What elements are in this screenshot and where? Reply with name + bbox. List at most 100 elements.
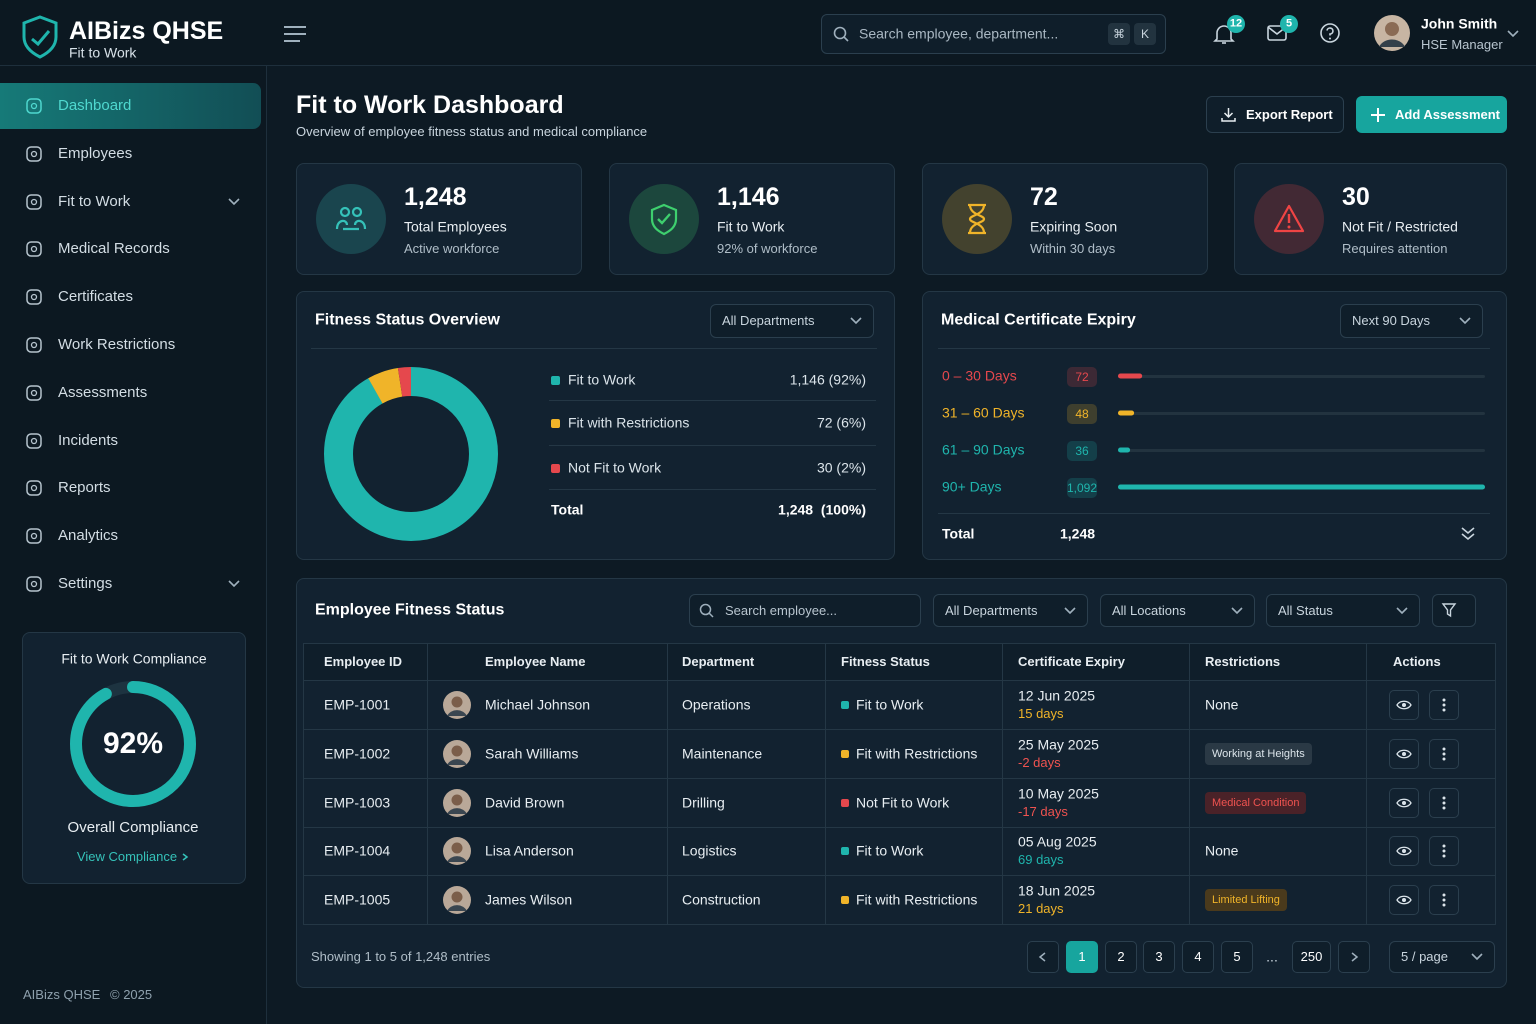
- view-icon-part: [1402, 800, 1406, 805]
- expiry-badge: [1067, 404, 1097, 424]
- nav-expand: [228, 580, 240, 588]
- expiry-title: Medical Certificate Expiry: [941, 311, 1136, 329]
- page-number: 5: [1233, 949, 1241, 965]
- divider: [549, 445, 876, 446]
- page-button[interactable]: [1143, 941, 1175, 973]
- stat-value: 72: [1030, 183, 1058, 211]
- nav-item[interactable]: [8, 516, 258, 556]
- nav-label: Reports: [58, 479, 111, 497]
- cell-expiry: 10 May 2025: [1018, 785, 1099, 802]
- table-filter[interactable]: [1100, 594, 1255, 627]
- nav-item[interactable]: [8, 182, 258, 222]
- table-row: [303, 681, 1496, 730]
- cell-days: -2 days: [1018, 755, 1061, 770]
- nav-item[interactable]: [8, 564, 258, 604]
- more-button[interactable]: [1429, 885, 1459, 916]
- kbd: [1108, 23, 1130, 45]
- nav-item[interactable]: [8, 421, 258, 461]
- view-icon-part: [1402, 703, 1406, 707]
- menu-toggle[interactable]: [284, 26, 306, 42]
- bar-track: [1118, 449, 1485, 452]
- filter-button[interactable]: [1432, 594, 1476, 627]
- add-label: Add Assessment: [1395, 107, 1500, 123]
- prev-icon: [1038, 952, 1046, 962]
- nav-label: Fit to Work: [58, 192, 131, 210]
- fitness-filter[interactable]: [710, 304, 874, 338]
- page-button[interactable]: [1221, 941, 1253, 973]
- expiry-count: 36: [1075, 443, 1089, 458]
- page-button[interactable]: [1066, 941, 1098, 973]
- table-filter[interactable]: [1266, 594, 1420, 627]
- table-search[interactable]: [689, 594, 921, 627]
- fitness-filter-chevron-part: [850, 317, 862, 325]
- cell-status: Fit to Work: [856, 842, 924, 859]
- stat-sub: Requires attention: [1342, 241, 1448, 257]
- view-button[interactable]: [1389, 738, 1419, 769]
- legend-value: 30 (2%): [816, 459, 866, 476]
- view-icon-part: [1402, 898, 1406, 903]
- brand-subtitle: Fit to Work: [69, 44, 137, 61]
- nav-icon-part: [30, 198, 38, 205]
- more-button[interactable]: [1429, 738, 1459, 769]
- nav-label: Settings: [58, 575, 113, 592]
- nav-item[interactable]: [8, 468, 258, 508]
- view-button[interactable]: [1389, 787, 1419, 818]
- view-button[interactable]: [1389, 836, 1419, 867]
- page-button[interactable]: [1292, 941, 1331, 973]
- prev-page[interactable]: [1027, 941, 1059, 973]
- expiry-filter-label: Next 90 Days: [1352, 313, 1431, 329]
- nav-icon-part: [30, 341, 38, 349]
- link-arrow-part: [182, 853, 189, 861]
- nav-expand-part: [228, 580, 240, 588]
- page-size[interactable]: [1389, 941, 1495, 973]
- view-icon-part: [1396, 895, 1412, 905]
- more-button[interactable]: [1429, 836, 1459, 867]
- expiry-count: 72: [1075, 369, 1089, 384]
- more-button[interactable]: [1429, 690, 1459, 720]
- nav-item[interactable]: [8, 134, 258, 174]
- expand-icon[interactable]: [1461, 527, 1475, 541]
- cell-id: EMP-1001: [324, 696, 391, 713]
- help-icon[interactable]: [1320, 23, 1340, 43]
- nav-item[interactable]: [8, 86, 258, 126]
- table-summary: Showing 1 to 5 of 1,248 entries: [311, 949, 491, 965]
- view-icon-part: [1402, 849, 1406, 854]
- table-filter[interactable]: [933, 594, 1088, 627]
- table-filter-chevron: [1231, 606, 1243, 614]
- donut-segment: [324, 367, 498, 541]
- nav-icon-part: [26, 385, 42, 401]
- table-row: [303, 729, 1496, 779]
- stat-icon-bg: [316, 184, 386, 254]
- nav-icon-part: [26, 289, 42, 305]
- page-button[interactable]: [1105, 941, 1137, 973]
- user-name: John Smith: [1421, 15, 1498, 32]
- more-button[interactable]: [1429, 787, 1459, 818]
- nav-icon: [26, 146, 42, 162]
- more-icon-part: [1442, 698, 1446, 702]
- more-icon: [1442, 844, 1446, 858]
- page-button[interactable]: [1182, 941, 1214, 973]
- col-divider: [1002, 643, 1003, 925]
- logo: [22, 15, 58, 59]
- stat-icon-part: [1287, 225, 1291, 229]
- status-dot: [841, 749, 849, 758]
- nav-label: Dashboard: [58, 97, 132, 114]
- status-dot: [841, 847, 849, 856]
- expiry-filter[interactable]: [1340, 304, 1483, 338]
- nav-icon-part: [30, 437, 38, 444]
- more-icon-part: [1442, 903, 1446, 907]
- nav-label: Medical Records: [58, 240, 170, 258]
- topbar: [0, 0, 1536, 66]
- nav-expand: [228, 198, 240, 205]
- legend-label: Fit with Restrictions: [568, 414, 690, 431]
- view-button[interactable]: [1389, 885, 1419, 916]
- expiry-badge: [1067, 441, 1097, 461]
- view-button[interactable]: [1389, 690, 1419, 720]
- export-icon-part: [1221, 108, 1236, 122]
- divider: [549, 400, 876, 401]
- cell-expiry: 18 Jun 2025: [1018, 882, 1096, 899]
- help-icon-part: [1326, 27, 1334, 36]
- expiry-bars: [1118, 373, 1485, 490]
- next-page[interactable]: [1338, 941, 1370, 973]
- compliance-link[interactable]: View Compliance: [76, 849, 178, 865]
